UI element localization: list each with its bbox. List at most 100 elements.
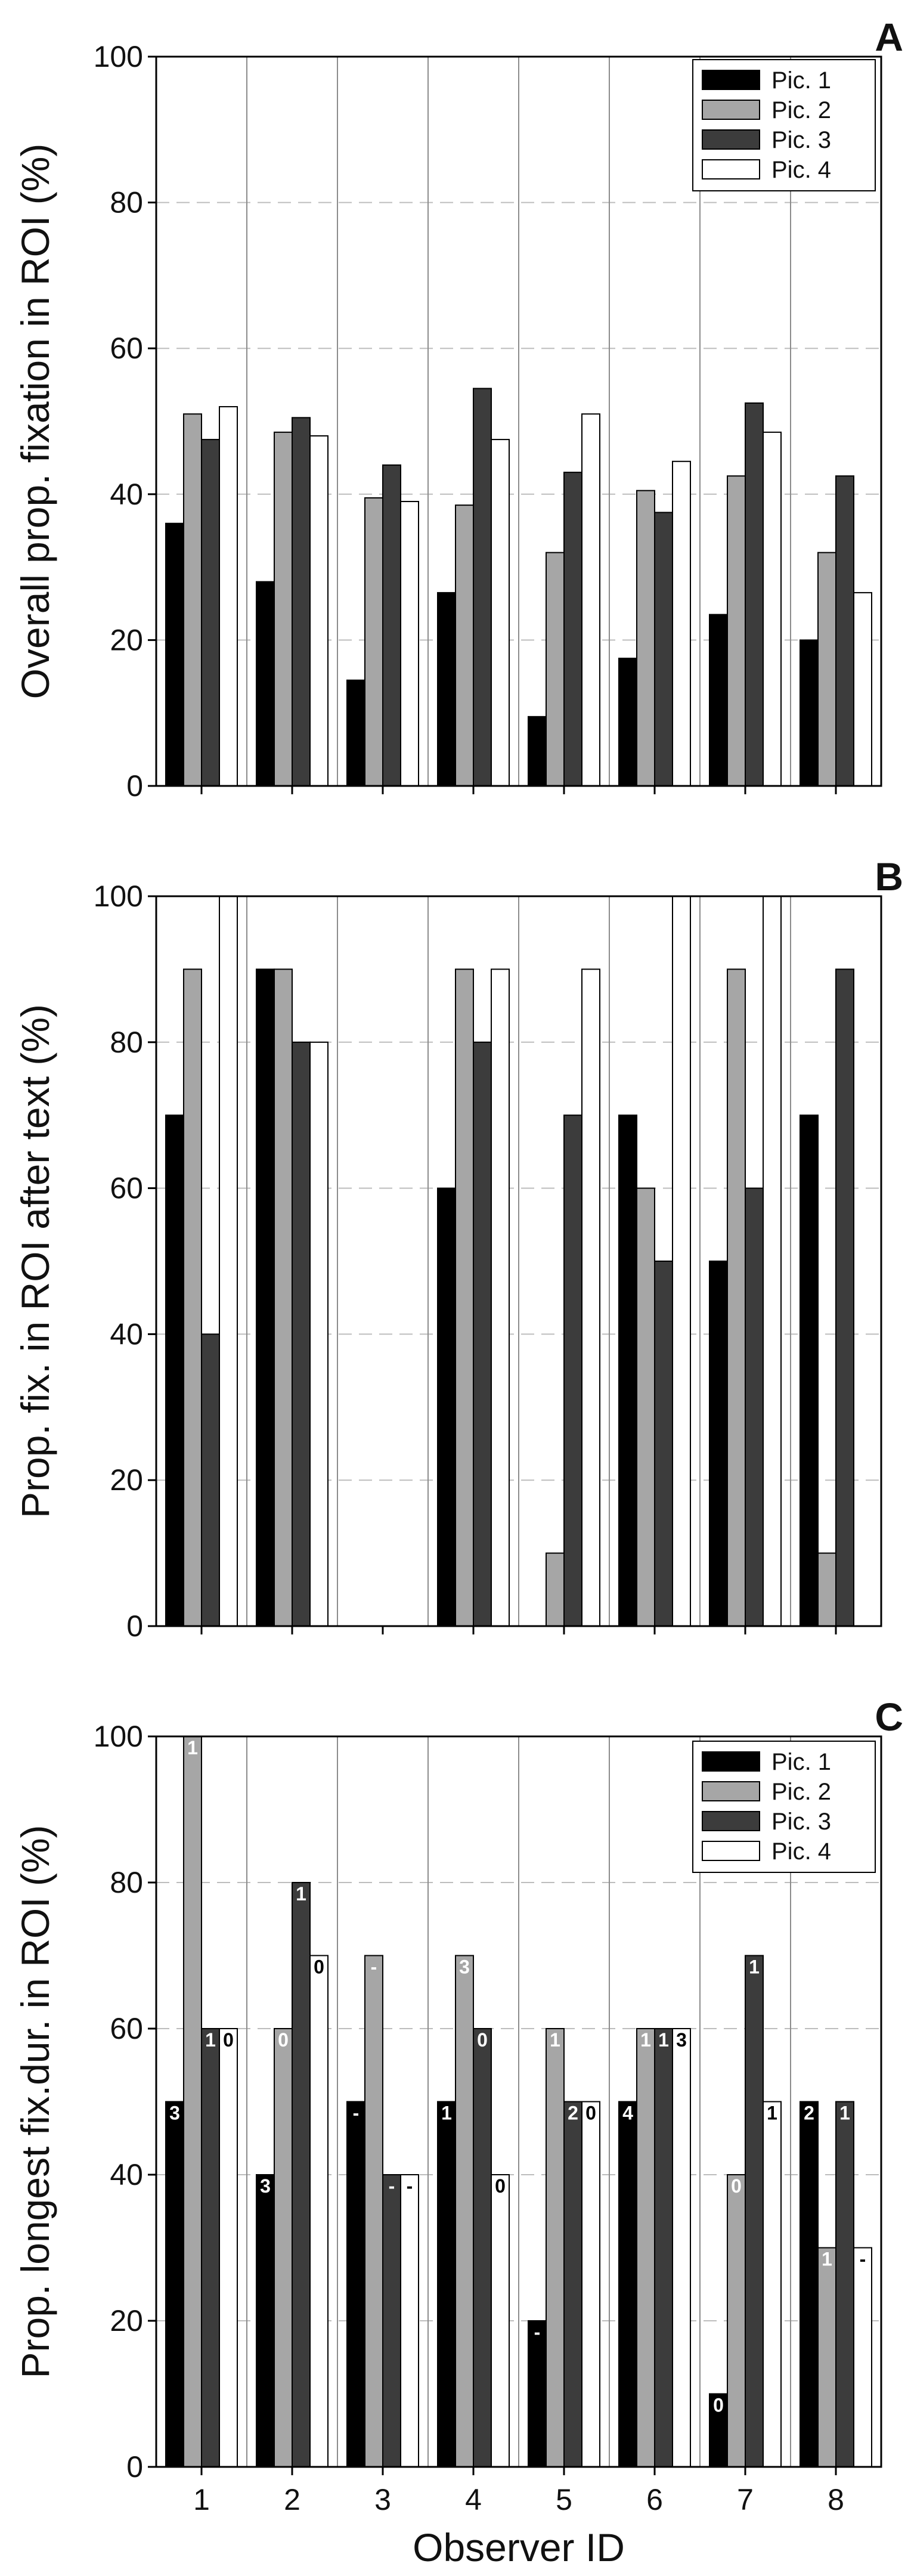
bar-pic-3-obs-3 <box>382 2174 401 2467</box>
y-axis-title: Overall prop. fixation in ROI (%) <box>13 144 57 699</box>
y-tick-label: 40 <box>110 478 143 511</box>
panel-letter: B <box>875 854 903 899</box>
bar-pic-1-obs-1 <box>165 1114 184 1627</box>
bar-data-label: 1 <box>205 2029 216 2051</box>
bar-pic-2-obs-3 <box>364 1955 383 2467</box>
bar-pic-2-obs-1 <box>183 413 202 787</box>
y-tick-label: 20 <box>110 623 143 657</box>
bar-pic-3-obs-4 <box>473 1041 492 1627</box>
legend-label: Pic. 2 <box>771 1779 831 1805</box>
bar-pic-3-obs-2 <box>292 417 311 787</box>
bar-data-label: 0 <box>731 2175 742 2197</box>
bar-pic-3-obs-4 <box>473 388 492 787</box>
y-tick-label: 100 <box>94 1720 143 1753</box>
bar-pic-3-obs-3 <box>382 464 401 787</box>
bar-pic-2-obs-5 <box>546 552 565 787</box>
bar-data-label: - <box>534 2321 541 2343</box>
bar-data-label: 3 <box>260 2175 271 2197</box>
plot-frame <box>155 55 882 787</box>
bar-pic-2-obs-7 <box>727 475 746 787</box>
y-tick-label: 60 <box>110 2012 143 2045</box>
legend-label: Pic. 3 <box>771 1809 831 1835</box>
bar-data-label: 1 <box>187 1737 198 1758</box>
bar-data-label: 1 <box>839 2103 850 2124</box>
bar-pic-4-obs-4 <box>491 2174 510 2467</box>
bar-pic-1-obs-7 <box>709 1261 728 1627</box>
bar-pic-2-obs-4 <box>455 504 474 787</box>
panel-b: 0 20 40 60 80 100 Prop. fix. in ROI after text… <box>13 854 903 1643</box>
bar-data-label: - <box>860 2249 866 2270</box>
bar-pic-4-obs-2 <box>309 1955 329 2467</box>
bar-pic-2-obs-4 <box>455 968 474 1627</box>
bar-data-label: 1 <box>441 2103 452 2124</box>
bar-pic-1-obs-2 <box>256 581 275 787</box>
y-tick-label: 60 <box>110 332 143 365</box>
panel-letter: C <box>875 1695 903 1739</box>
bar-pic-2-obs-8 <box>817 2247 836 2467</box>
bar-pic-3-obs-7 <box>745 402 764 787</box>
bar-data-label: - <box>353 2103 360 2124</box>
bar-pic-4-obs-4 <box>491 439 510 787</box>
bar-data-label: 0 <box>477 2029 488 2051</box>
bar-pic-3-obs-5 <box>563 2101 582 2467</box>
bar-pic-4-obs-7 <box>763 431 782 787</box>
x-tick-label: 1 <box>193 2483 210 2516</box>
panel-letter: A <box>875 15 903 59</box>
bar-pic-4-obs-5 <box>581 2101 600 2467</box>
legend-label: Pic. 4 <box>771 1838 831 1865</box>
x-axis-title: Observer ID <box>413 2525 625 2569</box>
bar-pic-2-obs-1 <box>183 968 202 1627</box>
bar-pic-3-obs-7 <box>745 1955 764 2467</box>
bar-pic-2-obs-7 <box>727 2174 746 2467</box>
legend-label: Pic. 2 <box>771 97 831 123</box>
legend-swatch <box>702 1781 760 1801</box>
bar-pic-4-obs-8 <box>853 592 872 787</box>
bar-data-label: 2 <box>804 2103 814 2124</box>
bar-pic-2-obs-5 <box>546 2028 565 2467</box>
legend-label: Pic. 3 <box>771 127 831 153</box>
plot-frame <box>155 1735 882 2468</box>
x-tick-label: 4 <box>465 2483 482 2516</box>
bar-pic-3-obs-6 <box>654 512 673 787</box>
y-tick-label: 0 <box>126 769 143 803</box>
y-tick-label: 80 <box>110 1866 143 1899</box>
bar-pic-2-obs-5 <box>546 1552 565 1627</box>
bar-pic-2-obs-4 <box>455 1955 474 2467</box>
bar-data-label: 0 <box>585 2103 596 2124</box>
bar-data-label: 3 <box>459 1956 470 1978</box>
bar-pic-1-obs-8 <box>800 1114 819 1627</box>
bar-pic-1-obs-4 <box>437 1187 456 1627</box>
bar-pic-2-obs-2 <box>274 968 293 1627</box>
bar-pic-2-obs-2 <box>274 2028 293 2467</box>
bar-pic-1-obs-6 <box>618 2101 637 2467</box>
legend-label: Pic. 1 <box>771 67 831 94</box>
bar-pic-4-obs-4 <box>491 968 510 1627</box>
y-tick-label: 60 <box>110 1172 143 1205</box>
bar-pic-3-obs-8 <box>835 475 854 787</box>
bar-pic-2-obs-8 <box>817 552 836 787</box>
bar-pic-2-obs-7 <box>727 968 746 1627</box>
bar-pic-3-obs-8 <box>835 2101 854 2467</box>
bar-pic-3-obs-1 <box>201 439 220 787</box>
bar-pic-4-obs-5 <box>581 968 600 1627</box>
bar-pic-1-obs-8 <box>800 639 819 787</box>
bar-pic-1-obs-3 <box>346 2101 365 2467</box>
y-tick-label: 40 <box>110 2158 143 2191</box>
bar-pic-4-obs-3 <box>400 2174 419 2467</box>
bar-data-label: 1 <box>822 2249 832 2270</box>
y-tick-label: 20 <box>110 1463 143 1497</box>
bar-pic-1-obs-6 <box>618 657 637 787</box>
bar-pic-4-obs-6 <box>672 2028 691 2467</box>
bar-pic-2-obs-8 <box>817 1552 836 1627</box>
x-tick-label: 5 <box>556 2483 572 2516</box>
bar-pic-4-obs-2 <box>309 1041 329 1627</box>
x-tick-label: 3 <box>374 2483 391 2516</box>
bar-data-label: 4 <box>622 2103 633 2124</box>
y-axis-title: Prop. fix. in ROI after text (%) <box>13 1004 57 1518</box>
bar-data-label: 0 <box>495 2175 506 2197</box>
bar-data-label: - <box>389 2175 395 2197</box>
bar-pic-3-obs-5 <box>563 472 582 787</box>
bar-pic-2-obs-2 <box>274 431 293 787</box>
x-tick-label: 7 <box>737 2483 754 2516</box>
